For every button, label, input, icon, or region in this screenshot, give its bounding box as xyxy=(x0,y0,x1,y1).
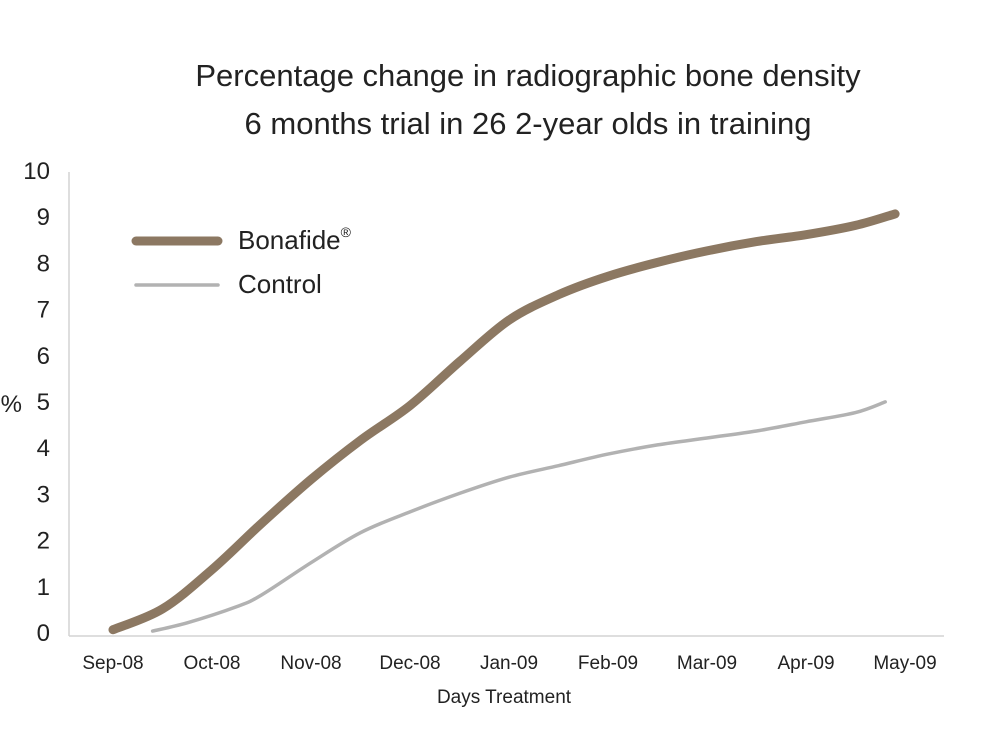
legend-label-bonafide-name: Bonafide xyxy=(238,225,341,255)
y-tick-label: 10 xyxy=(23,158,50,185)
y-tick-label: 6 xyxy=(37,343,50,370)
y-tick-label: 7 xyxy=(37,297,50,324)
legend: Bonafide® Control xyxy=(131,224,352,299)
x-tick-label: Feb-09 xyxy=(578,653,638,674)
legend-label-control: Control xyxy=(238,269,322,299)
x-tick-label: Oct-08 xyxy=(183,653,240,674)
x-tick-label: Nov-08 xyxy=(280,653,341,674)
x-tick-label: Jan-09 xyxy=(480,653,538,674)
x-tick-label: Sep-08 xyxy=(82,653,143,674)
legend-label-bonafide: Bonafide® xyxy=(238,224,352,255)
x-tick-label: Apr-09 xyxy=(777,653,834,674)
y-tick-label: 5 xyxy=(37,389,50,416)
y-tick-label: 8 xyxy=(37,250,50,277)
x-tick-label: Mar-09 xyxy=(677,653,737,674)
y-tick-label: 4 xyxy=(37,435,50,462)
series-line-control xyxy=(150,400,887,633)
y-tick-label: 9 xyxy=(37,204,50,231)
x-tick-label: Dec-08 xyxy=(379,653,440,674)
y-tick-label: 2 xyxy=(37,528,50,555)
chart-title: Percentage change in radiographic bone d… xyxy=(195,58,861,93)
series-lines xyxy=(108,209,900,635)
x-tick-labels: Sep-08 Oct-08 Nov-08 Dec-08 Jan-09 Feb-09 Mar-… xyxy=(82,653,936,674)
y-axis-label: % xyxy=(1,391,22,418)
y-tick-label: 3 xyxy=(37,481,50,508)
legend-label-bonafide-mark: ® xyxy=(341,224,352,240)
y-tick-label: 1 xyxy=(37,574,50,601)
y-tick-label: 0 xyxy=(37,620,50,647)
chart-subtitle: 6 months trial in 26 2-year olds in trai… xyxy=(245,106,812,141)
series-line-bonafide xyxy=(108,209,900,635)
y-tick-labels: 0 1 2 3 4 5 6 7 8 9 10 xyxy=(23,158,50,647)
x-tick-label: May-09 xyxy=(873,653,936,674)
x-axis-label: Days Treatment xyxy=(437,687,572,708)
